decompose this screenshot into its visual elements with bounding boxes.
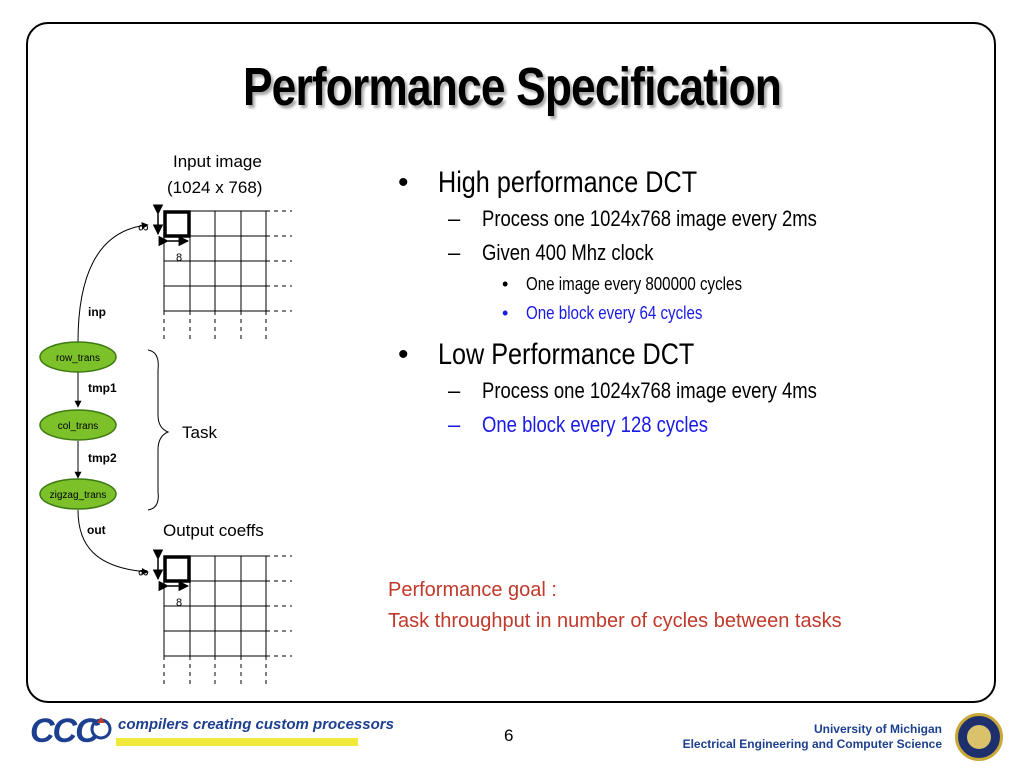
zigzag-trans-node	[39, 478, 117, 510]
inp-edge	[77, 222, 149, 343]
bullet-dot: •	[502, 303, 509, 323]
ccc-logo: CCC	[30, 712, 100, 750]
input-image-label: Input image	[173, 152, 262, 171]
output-block-highlight	[163, 555, 191, 583]
row-trans-label: row_trans	[56, 353, 100, 364]
sub-bullet-process-4ms: – Process one 1024x768 image every 4ms	[448, 378, 817, 403]
page-number: 6	[504, 726, 514, 745]
sub-bullet-block-128: – One block every 128 cycles	[448, 412, 708, 437]
seal-center	[967, 725, 991, 749]
output-coeffs-grid	[163, 555, 292, 685]
bullet-dot: •	[398, 338, 409, 371]
performance-goal: Performance goal : Task throughput in nu…	[388, 575, 842, 637]
slide-frame	[26, 22, 996, 703]
output-coeffs-label: Output coeffs	[163, 521, 264, 540]
university-info: University of Michigan Electrical Engine…	[683, 722, 942, 752]
sub-bullet-clock: – Given 400 Mhz clock	[448, 240, 654, 265]
bullet-dash: –	[448, 206, 461, 231]
task-label: Task	[182, 423, 217, 442]
bullet-dash: –	[448, 240, 461, 265]
zigzag-trans-label: zigzag_trans	[50, 490, 107, 501]
tagline: compilers creating custom processors	[118, 716, 394, 733]
sub-sub-bullet-block-cycles: • One block every 64 cycles	[502, 303, 703, 323]
output-infinity-symbol: ∞	[138, 564, 149, 581]
bullet-dot: •	[398, 166, 409, 199]
input-infinity-symbol: ∞	[138, 219, 149, 236]
out-edge-label: out	[87, 523, 106, 537]
sub-sub-bullet-image-cycles: • One image every 800000 cycles	[502, 274, 743, 294]
bullet-dash: –	[448, 378, 461, 403]
input-image-grid	[163, 210, 292, 340]
task-brace	[147, 349, 170, 511]
inp-edge-label: inp	[88, 305, 106, 319]
department-name: Electrical Engineering and Computer Scie…	[682, 737, 942, 751]
tmp1-edge-label: tmp1	[88, 381, 117, 395]
bullet-dash: –	[448, 412, 461, 437]
output-block-size: 8	[176, 597, 182, 609]
tmp2-edge-label: tmp2	[88, 451, 117, 465]
row-trans-node	[39, 341, 117, 373]
bullet-high-performance: • High performance DCT	[398, 166, 698, 199]
sub-bullet-process-2ms: – Process one 1024x768 image every 2ms	[448, 206, 817, 231]
col-trans-label: col_trans	[58, 421, 99, 432]
bullet-dot: •	[502, 274, 509, 294]
bullet-low-performance: • Low Performance DCT	[398, 338, 695, 371]
university-name: University of Michigan	[813, 722, 942, 736]
bullet-list: • High performance DCT – Process one 102…	[398, 166, 998, 446]
input-size-label: (1024 x 768)	[167, 178, 263, 197]
goal-heading: Performance goal :	[388, 579, 557, 601]
university-seal-icon	[955, 713, 1003, 761]
out-edge	[77, 509, 149, 576]
tagline-highlight-bar	[116, 738, 358, 746]
input-block-size: 8	[176, 252, 182, 264]
col-trans-node	[39, 409, 117, 441]
goal-description: Task throughput in number of cycles betw…	[388, 610, 842, 632]
input-block-highlight	[163, 210, 191, 238]
slide-title: Performance Specification	[242, 57, 782, 117]
ccc-mascot-icon	[90, 717, 112, 740]
